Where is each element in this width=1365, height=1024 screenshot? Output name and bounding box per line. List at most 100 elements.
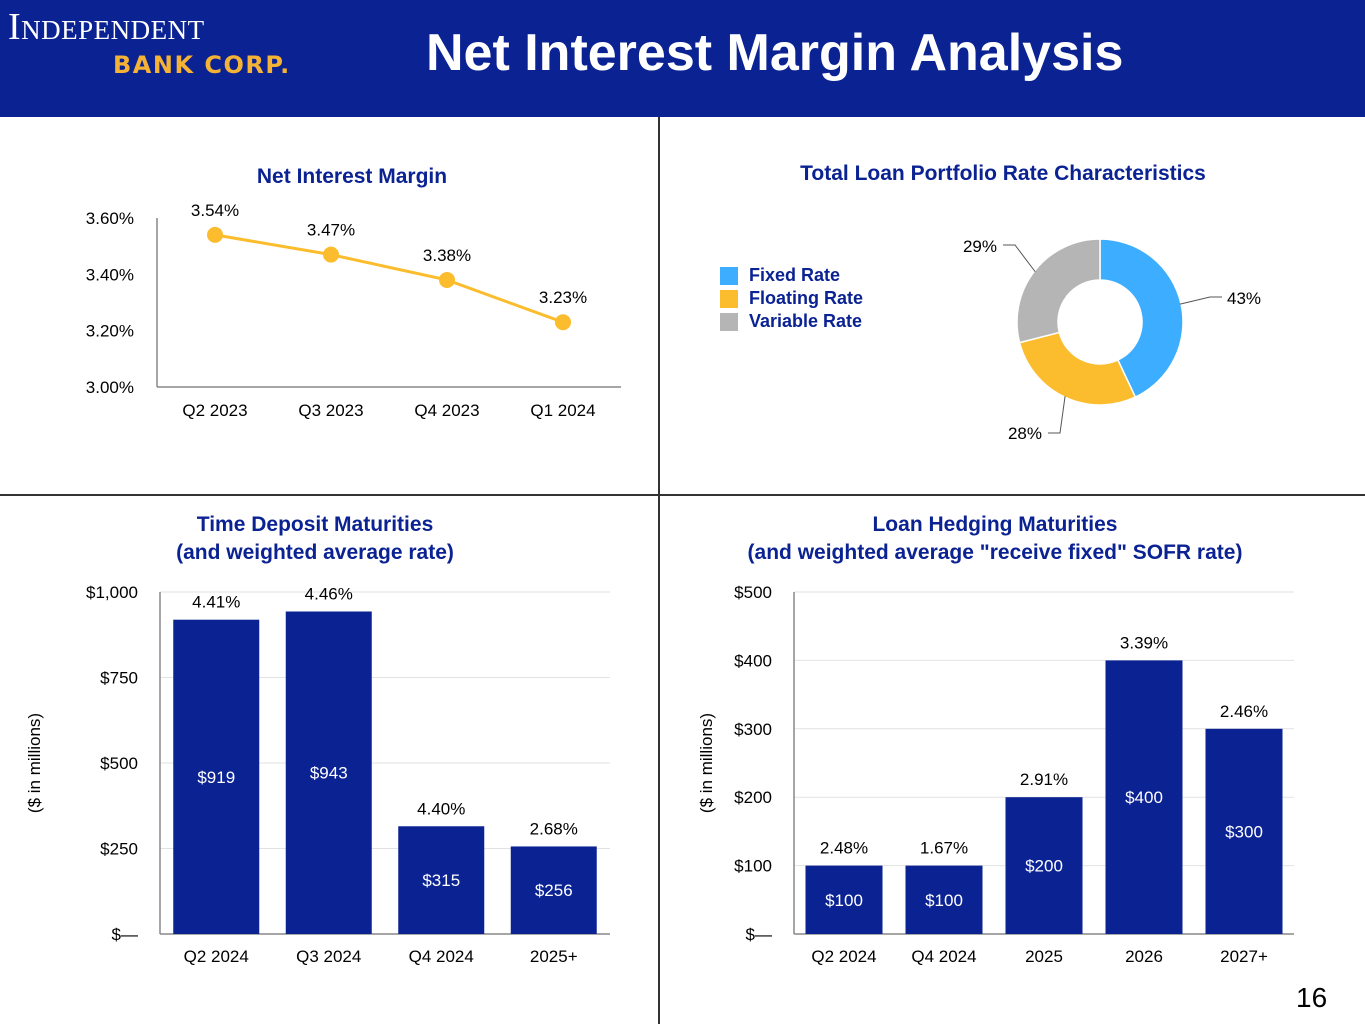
y-tick-label: $400 <box>734 651 772 670</box>
bar <box>398 826 485 934</box>
bar-rate-label: 2.48% <box>820 839 868 858</box>
nim-y-tick-label: 3.20% <box>86 322 134 341</box>
nim-x-tick-label: Q3 2023 <box>298 401 363 420</box>
nim-data-label: 3.38% <box>423 246 471 265</box>
y-axis-title: ($ in millions) <box>697 713 716 813</box>
x-tick-label: Q2 2024 <box>184 947 249 966</box>
logo-wordmark: Independent <box>8 6 205 48</box>
bar <box>173 619 260 934</box>
donut-slice <box>1099 238 1184 399</box>
donut-data-label: 29% <box>963 237 997 256</box>
legend-item-fixed-rate: Fixed Rate <box>720 264 863 287</box>
x-tick-label: 2025+ <box>530 947 578 966</box>
loan-hedging-chart-title: Loan Hedging Maturities (and weighted av… <box>695 511 1295 567</box>
nim-y-tick-label: 3.00% <box>86 378 134 397</box>
bar-value-label: $315 <box>422 871 460 890</box>
bar-rate-label: 1.67% <box>920 839 968 858</box>
legend-item-variable-rate: Variable Rate <box>720 310 863 333</box>
bar-rate-label: 4.40% <box>417 799 465 818</box>
bar-value-label: $100 <box>925 891 963 910</box>
nim-x-tick-label: Q1 2024 <box>530 401 595 420</box>
vertical-divider <box>658 117 660 1024</box>
y-tick-label: $500 <box>100 754 138 773</box>
time-deposit-subtitle-line: (and weighted average rate) <box>176 541 454 564</box>
logo-subtitle: BANK CORP. <box>113 51 291 79</box>
loan-hedging-subtitle-line: (and weighted average "receive fixed" SO… <box>747 541 1243 564</box>
donut-data-label: 28% <box>1008 424 1042 443</box>
y-axis-title: ($ in millions) <box>25 713 44 813</box>
nim-data-label: 3.47% <box>307 221 355 240</box>
y-tick-label: $750 <box>100 669 138 688</box>
bar-value-label: $100 <box>825 891 863 910</box>
nim-data-label: 3.54% <box>191 201 239 220</box>
bar-rate-label: 4.46% <box>305 584 353 603</box>
header-banner: Independent BANK CORP. Net Interest Marg… <box>0 0 1365 117</box>
nim-data-point <box>439 271 455 288</box>
bar-value-label: $400 <box>1125 788 1163 807</box>
nim-data-point <box>323 246 339 263</box>
nim-y-tick-label: 3.40% <box>86 265 134 284</box>
y-tick-label: $— <box>112 925 138 944</box>
nim-y-tick-label: 3.60% <box>86 209 134 228</box>
x-tick-label: Q4 2024 <box>409 947 474 966</box>
legend-label-floating-rate: Floating Rate <box>749 288 864 308</box>
donut-leader-line <box>1003 244 1036 273</box>
y-tick-label: $100 <box>734 857 772 876</box>
bar-rate-label: 2.68% <box>530 819 578 838</box>
x-tick-label: Q3 2024 <box>296 947 361 966</box>
y-tick-label: $— <box>746 925 772 944</box>
bar <box>905 865 983 934</box>
bar-rate-label: 4.41% <box>192 593 240 612</box>
y-tick-label: $250 <box>100 840 138 859</box>
x-tick-label: 2026 <box>1125 947 1163 966</box>
bar <box>1005 797 1083 934</box>
bar-value-label: $919 <box>197 768 235 787</box>
donut-slice <box>1016 238 1101 344</box>
y-tick-label: $300 <box>734 720 772 739</box>
x-tick-label: 2025 <box>1025 947 1063 966</box>
bar-value-label: $300 <box>1225 822 1263 841</box>
x-tick-label: Q2 2024 <box>811 947 876 966</box>
loan-hedging-title-line: Loan Hedging Maturities <box>872 513 1118 536</box>
donut-data-label: 43% <box>1227 289 1261 308</box>
bar <box>510 846 597 934</box>
donut-leader-line <box>1179 296 1222 305</box>
time-deposit-title-line: Time Deposit Maturities <box>196 513 434 536</box>
legend-item-floating-rate: Floating Rate <box>720 287 863 310</box>
nim-data-point <box>555 314 571 331</box>
y-tick-label: $1,000 <box>86 583 138 602</box>
bar-rate-label: 3.39% <box>1120 633 1168 652</box>
y-tick-label: $500 <box>734 583 772 602</box>
legend-swatch-floating-rate <box>720 289 738 308</box>
bar-value-label: $256 <box>535 881 573 900</box>
donut-slice <box>1018 331 1137 406</box>
bar-value-label: $943 <box>310 764 348 783</box>
nim-chart-title: Net Interest Margin <box>256 165 448 188</box>
bar-value-label: $200 <box>1025 857 1063 876</box>
loan-portfolio-chart-title: Total Loan Portfolio Rate Characteristic… <box>800 162 1206 185</box>
loan-portfolio-legend: Fixed Rate Floating Rate Variable Rate <box>720 264 863 333</box>
donut-leader-line <box>1048 396 1066 434</box>
page-title: Net Interest Margin Analysis <box>426 24 1124 82</box>
x-tick-label: 2027+ <box>1220 947 1268 966</box>
nim-data-label: 3.23% <box>539 288 587 307</box>
bar <box>805 865 883 934</box>
nim-series-line <box>214 233 564 324</box>
nim-data-point <box>207 226 223 243</box>
y-tick-label: $200 <box>734 788 772 807</box>
bar-rate-label: 2.46% <box>1220 702 1268 721</box>
legend-swatch-fixed-rate <box>720 266 738 285</box>
legend-label-variable-rate: Variable Rate <box>749 311 863 331</box>
time-deposit-chart-title: Time Deposit Maturities (and weighted av… <box>115 511 515 567</box>
bar-rate-label: 2.91% <box>1020 770 1068 789</box>
nim-x-tick-label: Q4 2023 <box>414 401 479 420</box>
legend-label-fixed-rate: Fixed Rate <box>749 265 841 285</box>
x-tick-label: Q4 2024 <box>911 947 976 966</box>
bar <box>1205 728 1283 934</box>
nim-x-tick-label: Q2 2023 <box>182 401 247 420</box>
page-number: 16 <box>1296 982 1328 1013</box>
